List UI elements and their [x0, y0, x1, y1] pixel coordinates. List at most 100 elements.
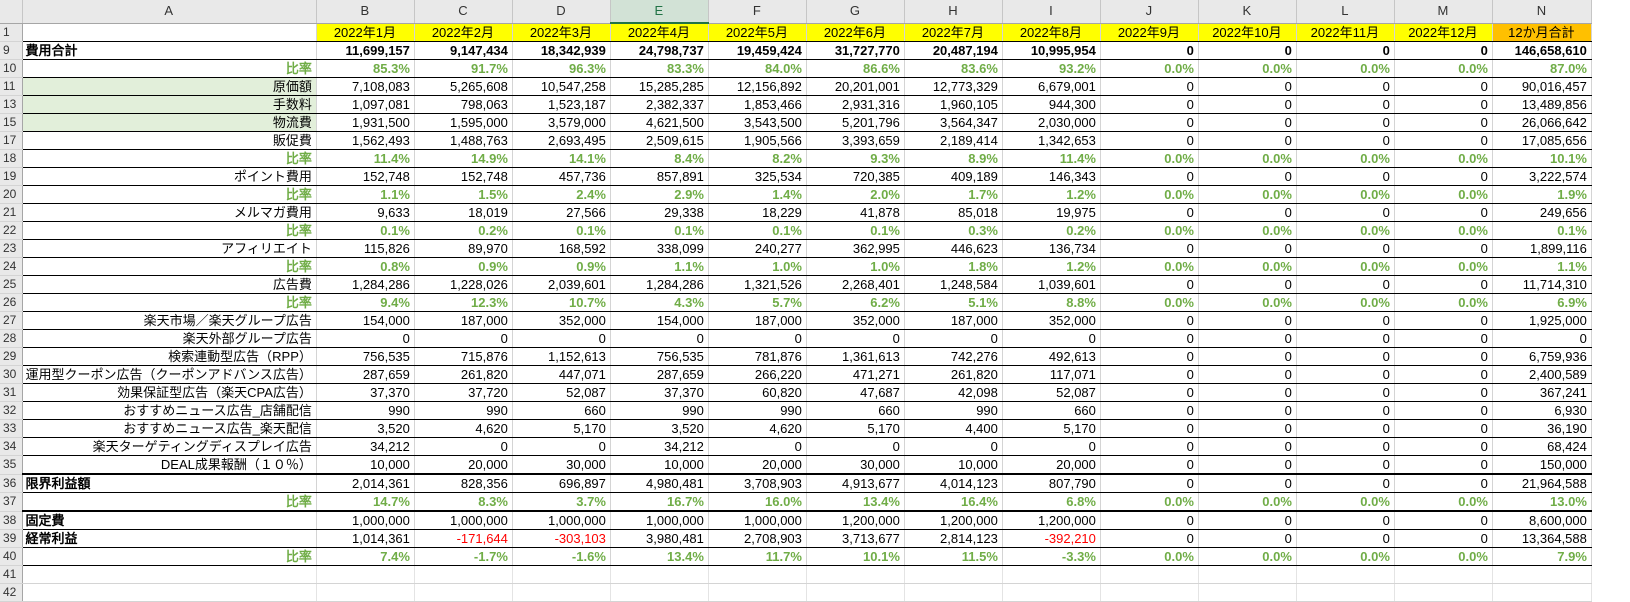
value-cell[interactable]: 96.3% — [512, 59, 611, 78]
value-cell[interactable]: 0 — [1296, 95, 1395, 114]
value-cell[interactable]: 492,613 — [1002, 347, 1101, 366]
value-cell[interactable]: 11.7% — [708, 547, 807, 566]
value-cell[interactable]: 828,356 — [414, 473, 513, 493]
value-cell[interactable] — [904, 565, 1003, 584]
value-cell[interactable]: 2,030,000 — [1002, 113, 1101, 132]
value-cell[interactable]: 0.0% — [1198, 185, 1297, 204]
value-cell[interactable]: 52,087 — [512, 383, 611, 402]
value-cell[interactable]: 11.4% — [316, 149, 415, 168]
value-cell[interactable]: 21,964,588 — [1492, 473, 1592, 493]
value-cell[interactable]: 20,487,194 — [904, 41, 1003, 60]
value-cell[interactable]: 0 — [1296, 365, 1395, 384]
value-cell[interactable]: 0 — [1394, 347, 1493, 366]
row-header[interactable]: 27 — [0, 311, 23, 330]
value-cell[interactable]: 457,736 — [512, 167, 611, 186]
value-cell[interactable]: 0.0% — [1198, 221, 1297, 240]
value-cell[interactable]: 85.3% — [316, 59, 415, 78]
value-cell[interactable]: 3,520 — [610, 419, 709, 438]
row-label-cell[interactable]: 楽天ターゲティングディスプレイ広告 — [22, 437, 317, 456]
value-cell[interactable]: 3,543,500 — [708, 113, 807, 132]
value-cell[interactable]: 27,566 — [512, 203, 611, 222]
value-cell[interactable]: 17,085,656 — [1492, 131, 1592, 150]
value-cell[interactable]: 1,284,286 — [316, 275, 415, 294]
value-cell[interactable]: 446,623 — [904, 239, 1003, 258]
value-cell[interactable]: 0 — [1198, 383, 1297, 402]
value-cell[interactable]: 1,152,613 — [512, 347, 611, 366]
value-cell[interactable]: 0.0% — [1296, 185, 1395, 204]
value-cell[interactable]: -3.3% — [1002, 547, 1101, 566]
value-cell[interactable]: 0.1% — [316, 221, 415, 240]
value-cell[interactable]: 0 — [1198, 365, 1297, 384]
value-cell[interactable]: 31,727,770 — [806, 41, 905, 60]
value-cell[interactable] — [1492, 565, 1592, 584]
value-cell[interactable]: 0 — [316, 329, 415, 348]
value-cell[interactable]: 187,000 — [904, 311, 1003, 330]
row-header[interactable]: 35 — [0, 455, 23, 475]
value-cell[interactable] — [414, 583, 513, 602]
value-cell[interactable]: 0.3% — [904, 221, 1003, 240]
value-cell[interactable]: 0 — [904, 329, 1003, 348]
value-cell[interactable] — [708, 583, 807, 602]
value-cell[interactable] — [1198, 583, 1297, 602]
month-header-cell[interactable]: 12か月合計 — [1492, 23, 1592, 42]
value-cell[interactable]: 0.0% — [1100, 221, 1199, 240]
value-cell[interactable]: 352,000 — [1002, 311, 1101, 330]
value-cell[interactable]: 0 — [1394, 473, 1493, 493]
column-header-f[interactable]: F — [708, 0, 807, 24]
value-cell[interactable]: 0 — [1198, 131, 1297, 150]
row-header[interactable]: 1 — [0, 23, 23, 42]
value-cell[interactable]: 1,000,000 — [414, 510, 513, 530]
month-header-cell[interactable]: 2022年7月 — [904, 23, 1003, 42]
value-cell[interactable]: 0.0% — [1198, 149, 1297, 168]
column-header-h[interactable]: H — [904, 0, 1003, 24]
value-cell[interactable]: 1,000,000 — [610, 510, 709, 530]
value-cell[interactable]: 14.9% — [414, 149, 513, 168]
value-cell[interactable]: 0 — [1100, 239, 1199, 258]
value-cell[interactable]: 1.1% — [316, 185, 415, 204]
value-cell[interactable]: 1.7% — [904, 185, 1003, 204]
value-cell[interactable] — [1394, 583, 1493, 602]
row-header[interactable]: 21 — [0, 203, 23, 222]
row-header[interactable]: 10 — [0, 59, 23, 78]
value-cell[interactable]: 0 — [1198, 311, 1297, 330]
value-cell[interactable]: 11,714,310 — [1492, 275, 1592, 294]
value-cell[interactable]: 6.9% — [1492, 293, 1592, 312]
value-cell[interactable]: 720,385 — [806, 167, 905, 186]
row-label-cell[interactable]: メルマガ費用 — [22, 203, 317, 222]
row-label-cell[interactable]: 検索連動型広告（RPP） — [22, 347, 317, 366]
value-cell[interactable]: 287,659 — [610, 365, 709, 384]
value-cell[interactable]: 0 — [1394, 77, 1493, 96]
value-cell[interactable]: 0.2% — [1002, 221, 1101, 240]
value-cell[interactable]: 1.9% — [1492, 185, 1592, 204]
value-cell[interactable]: 52,087 — [1002, 383, 1101, 402]
value-cell[interactable]: 0.0% — [1296, 293, 1395, 312]
row-label-cell[interactable]: 運用型クーポン広告（クーポンアドバンス広告） — [22, 365, 317, 384]
value-cell[interactable]: 0 — [1296, 275, 1395, 294]
value-cell[interactable]: 325,534 — [708, 167, 807, 186]
value-cell[interactable]: 1,899,116 — [1492, 239, 1592, 258]
value-cell[interactable]: 0 — [708, 329, 807, 348]
row-header[interactable]: 24 — [0, 257, 23, 276]
value-cell[interactable]: -392,210 — [1002, 529, 1101, 548]
value-cell[interactable]: 0.0% — [1296, 492, 1395, 512]
value-cell[interactable]: 36,190 — [1492, 419, 1592, 438]
value-cell[interactable]: 0.0% — [1198, 257, 1297, 276]
value-cell[interactable]: 1,931,500 — [316, 113, 415, 132]
value-cell[interactable]: 13,489,856 — [1492, 95, 1592, 114]
value-cell[interactable]: 1,097,081 — [316, 95, 415, 114]
value-cell[interactable]: 89,970 — [414, 239, 513, 258]
value-cell[interactable]: 1,284,286 — [610, 275, 709, 294]
value-cell[interactable]: 3,393,659 — [806, 131, 905, 150]
value-cell[interactable]: 8,600,000 — [1492, 510, 1592, 530]
value-cell[interactable] — [1100, 565, 1199, 584]
value-cell[interactable]: 60,820 — [708, 383, 807, 402]
value-cell[interactable]: 87.0% — [1492, 59, 1592, 78]
value-cell[interactable]: 42,098 — [904, 383, 1003, 402]
row-header[interactable]: 11 — [0, 77, 23, 96]
value-cell[interactable]: 0 — [1198, 77, 1297, 96]
value-cell[interactable]: 1,562,493 — [316, 131, 415, 150]
row-label-cell[interactable]: 原価額 — [22, 77, 317, 96]
value-cell[interactable]: 0.0% — [1100, 257, 1199, 276]
value-cell[interactable]: 5,170 — [512, 419, 611, 438]
value-cell[interactable]: 146,658,610 — [1492, 41, 1592, 60]
